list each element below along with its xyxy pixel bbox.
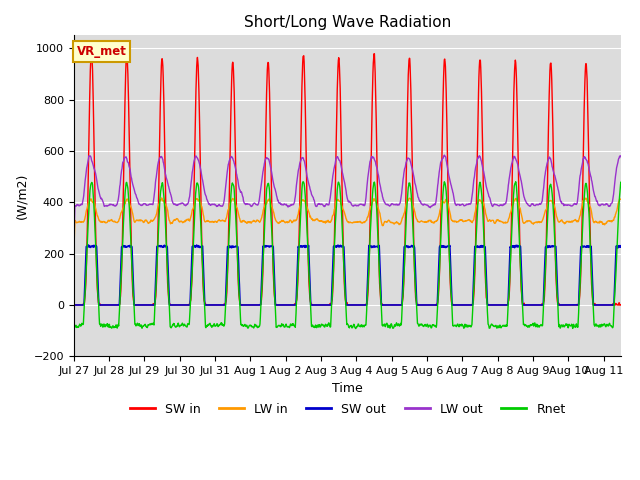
SW out <box>70 302 77 308</box>
LW out <box>573 202 580 207</box>
SW out <box>84 242 92 248</box>
Rnet <box>352 326 360 332</box>
SW out <box>490 302 497 308</box>
SW in <box>628 302 636 308</box>
LW out <box>490 202 497 208</box>
Text: VR_met: VR_met <box>77 45 126 58</box>
LW out <box>342 184 349 190</box>
Line: LW in: LW in <box>74 198 639 257</box>
Rnet <box>158 180 166 186</box>
SW in <box>635 302 640 308</box>
LW in <box>628 217 636 223</box>
SW in <box>342 299 349 305</box>
SW in <box>490 302 497 308</box>
SW in <box>88 49 95 55</box>
Y-axis label: (W/m2): (W/m2) <box>15 173 28 219</box>
Line: SW out: SW out <box>74 245 639 305</box>
Rnet <box>512 179 520 185</box>
Rnet <box>331 237 339 242</box>
LW out <box>628 198 636 204</box>
SW out <box>159 244 166 250</box>
Line: LW out: LW out <box>74 155 639 249</box>
SW out <box>331 243 339 249</box>
LW in <box>635 254 640 260</box>
SW out <box>573 302 580 308</box>
Line: SW in: SW in <box>74 52 639 305</box>
SW out <box>628 302 636 308</box>
SW in <box>70 302 77 308</box>
SW in <box>331 204 339 210</box>
Rnet <box>70 315 77 321</box>
LW in <box>573 218 580 224</box>
LW out <box>158 155 166 160</box>
LW in <box>342 214 349 220</box>
Rnet <box>628 322 636 328</box>
LW in <box>70 253 77 259</box>
SW in <box>573 302 580 308</box>
LW in <box>490 218 497 224</box>
Rnet <box>342 295 349 301</box>
SW in <box>159 58 166 64</box>
Rnet <box>635 317 640 323</box>
LW in <box>331 205 339 211</box>
LW in <box>159 197 166 203</box>
Title: Short/Long Wave Radiation: Short/Long Wave Radiation <box>244 15 451 30</box>
Rnet <box>573 324 580 329</box>
LW out <box>70 245 77 251</box>
Legend: SW in, LW in, SW out, LW out, Rnet: SW in, LW in, SW out, LW out, Rnet <box>125 398 570 420</box>
LW out <box>635 246 640 252</box>
SW out <box>342 292 349 298</box>
LW in <box>158 195 166 201</box>
LW out <box>440 152 448 158</box>
X-axis label: Time: Time <box>332 382 363 395</box>
Rnet <box>490 323 497 329</box>
SW out <box>635 302 640 308</box>
Line: Rnet: Rnet <box>74 182 639 329</box>
LW out <box>331 163 339 168</box>
